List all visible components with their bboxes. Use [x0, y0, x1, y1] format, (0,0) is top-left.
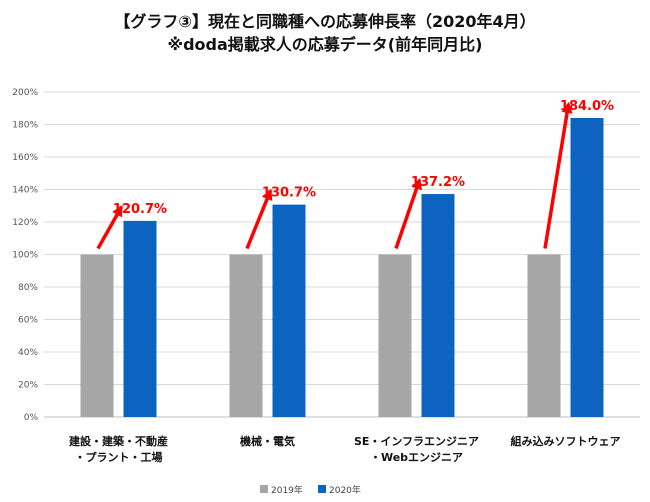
y-tick-label: 60% [18, 316, 38, 326]
data-labels: 120.7% 130.7% 137.2% 184.0% [113, 99, 614, 217]
bar-2019 [229, 254, 263, 417]
y-tick-label: 120% [12, 218, 38, 228]
growth-arrow [245, 188, 273, 250]
legend-label: 2019年 [271, 484, 303, 496]
bar-2019 [378, 254, 412, 417]
bar-2020 [421, 194, 455, 417]
y-axis-ticks: 0% 20% 40% 60% 80% 100% 120% 140% 160% 180% 200% [12, 88, 38, 423]
chart-subtitle: ※doda掲載求人の応募データ(前年同月比) [167, 35, 483, 54]
bar-2019 [80, 254, 114, 417]
y-tick-label: 40% [18, 348, 38, 358]
data-label: 184.0% [560, 99, 614, 114]
bars [80, 118, 604, 417]
legend: 2019年 2020年 [260, 484, 361, 496]
x-category-label: ・プラント・工場 [75, 450, 163, 464]
x-category-label: 機械・電気 [240, 434, 295, 448]
data-label: 137.2% [411, 175, 465, 190]
x-axis-categories: 建設・建築・不動産・プラント・工場 機械・電気 SE・インフラエンジニア・Webエン… [69, 434, 621, 464]
bar-2020 [570, 118, 604, 417]
y-tick-label: 20% [18, 381, 38, 391]
y-tick-label: 200% [12, 88, 38, 98]
bar-2019 [527, 254, 561, 417]
y-tick-label: 100% [12, 251, 38, 261]
x-category-label: SE・インフラエンジニア [354, 435, 479, 448]
growth-arrows [96, 101, 573, 250]
bar-2020 [272, 204, 306, 417]
legend-swatch [260, 485, 268, 493]
x-category-label: 組み込みソフトウェア [511, 434, 621, 448]
growth-arrow [96, 204, 124, 250]
data-label: 120.7% [113, 202, 167, 217]
y-tick-label: 0% [24, 413, 39, 423]
growth-arrow [543, 101, 573, 249]
y-tick-label: 80% [18, 283, 38, 293]
y-tick-label: 140% [12, 186, 38, 196]
y-tick-label: 160% [12, 153, 38, 163]
legend-label: 2020年 [329, 484, 361, 496]
legend-swatch [318, 485, 326, 493]
x-category-label: 建設・建築・不動産 [69, 434, 168, 448]
data-label: 130.7% [262, 186, 316, 201]
bar-2020 [123, 220, 157, 417]
y-tick-label: 180% [12, 121, 38, 131]
chart-title: 【グラフ③】現在と同職種への応募伸長率（2020年4月） [114, 12, 536, 31]
x-category-label: ・Webエンジニア [370, 451, 463, 464]
growth-arrow [394, 177, 422, 250]
